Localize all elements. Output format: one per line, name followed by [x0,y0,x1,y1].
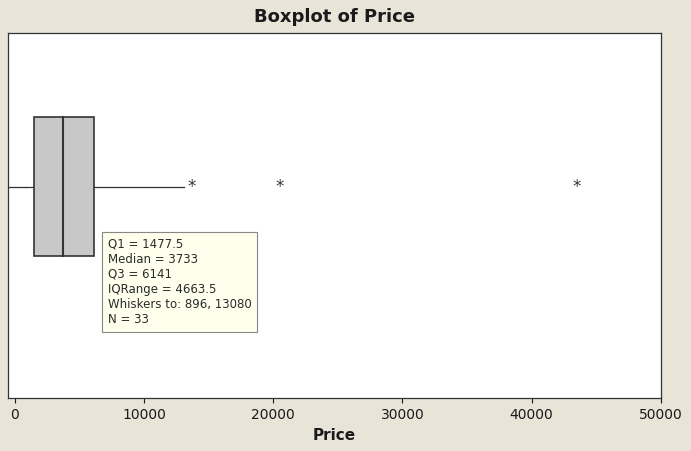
X-axis label: Price: Price [313,428,356,443]
Text: *: * [573,178,581,196]
Title: Boxplot of Price: Boxplot of Price [254,8,415,26]
Text: *: * [276,178,284,196]
FancyBboxPatch shape [34,117,94,256]
Text: *: * [188,178,196,196]
Text: Q1 = 1477.5
Median = 3733
Q3 = 6141
IQRange = 4663.5
Whiskers to: 896, 13080
N =: Q1 = 1477.5 Median = 3733 Q3 = 6141 IQRa… [108,238,252,326]
